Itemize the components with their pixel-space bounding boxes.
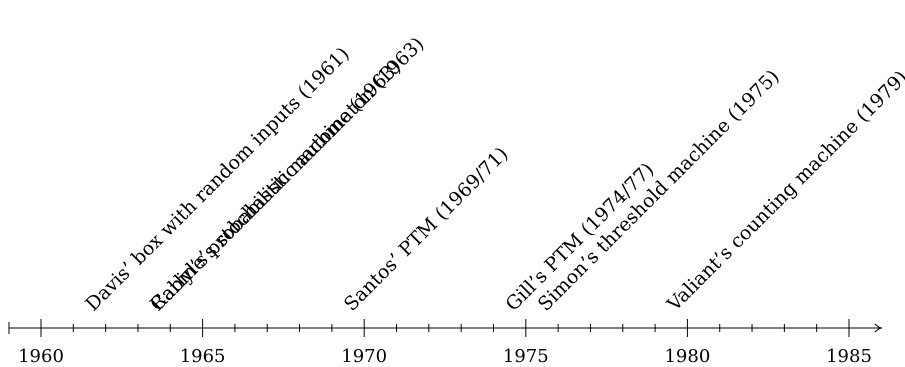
year-label: 1980 bbox=[664, 346, 710, 367]
timeline-axis bbox=[8, 319, 883, 337]
year-label: 1970 bbox=[341, 346, 387, 367]
event-label: Santos’ PTM (1969/71) bbox=[340, 143, 513, 316]
event-label: Simon’s threshold machine (1975) bbox=[534, 66, 784, 316]
event-label: Valiant’s counting machine (1979) bbox=[662, 66, 905, 316]
year-labels: 1960 1965 1970 1975 1980 1985 bbox=[18, 346, 872, 367]
event-label: Davis’ box with random inputs (1961) bbox=[81, 43, 354, 316]
event-label: Gill’s PTM (1974/77) bbox=[501, 159, 658, 316]
event-label-text: Valiant’s counting machine (1979) bbox=[662, 66, 905, 316]
year-label: 1975 bbox=[503, 346, 549, 367]
event-label-text: Davis’ box with random inputs (1961) bbox=[81, 43, 354, 316]
year-label: 1985 bbox=[826, 346, 872, 367]
event-label-text: Simon’s threshold machine (1975) bbox=[534, 66, 784, 316]
axis-arrow bbox=[874, 323, 883, 333]
timeline-events: Davis’ box with random inputs (1961)Rabi… bbox=[81, 33, 905, 316]
event-label-text: Gill’s PTM (1974/77) bbox=[501, 159, 658, 316]
year-label: 1960 bbox=[18, 346, 64, 367]
year-label: 1965 bbox=[180, 346, 226, 367]
event-label-text: Santos’ PTM (1969/71) bbox=[340, 143, 513, 316]
